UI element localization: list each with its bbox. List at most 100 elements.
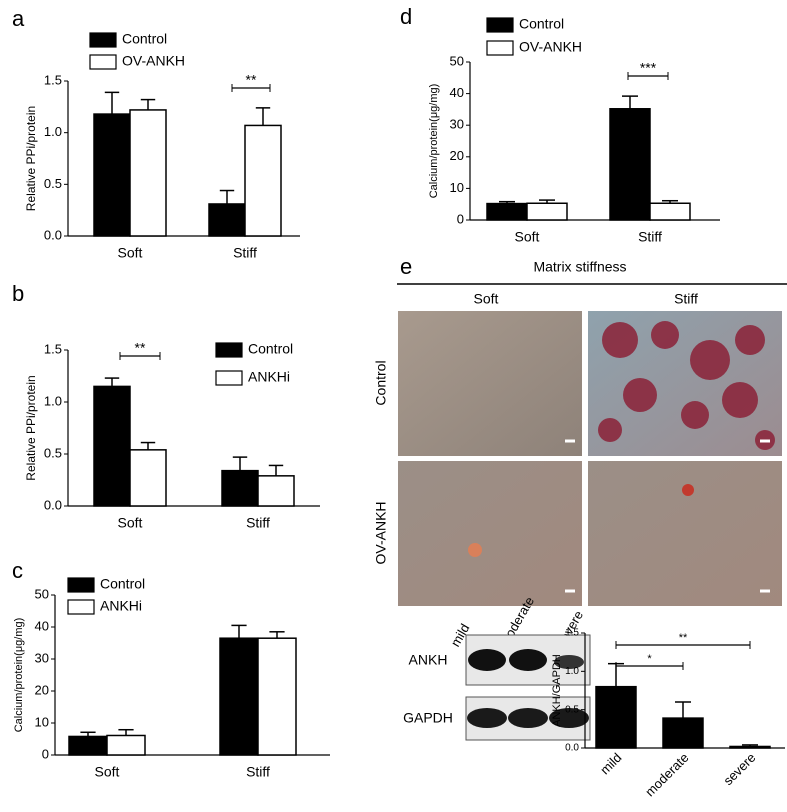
legend-swatch	[486, 40, 514, 56]
bar	[93, 113, 131, 237]
bar	[257, 475, 295, 507]
y-axis-title: Calcium/protein(μg/mg)	[428, 84, 440, 199]
bar	[526, 202, 568, 221]
y-axis-title: Relative PPi/protein	[24, 375, 38, 480]
panel-letter: e	[400, 254, 412, 279]
bar	[221, 469, 259, 507]
y-tick-label: 1.5	[44, 72, 62, 87]
legend-label: Control	[519, 16, 564, 32]
row-label: OV-ANKH	[373, 501, 389, 564]
x-tick-label: Stiff	[233, 245, 257, 261]
column-label: Stiff	[674, 291, 698, 307]
legend-label: Control	[100, 576, 145, 592]
bar	[257, 637, 297, 756]
y-axis-title: ANKH/GAPDH	[551, 654, 563, 727]
x-tick-label: Soft	[515, 229, 540, 245]
stain-spots	[598, 321, 775, 450]
significance-label: ***	[640, 60, 657, 76]
y-tick-label: 20	[450, 148, 464, 163]
legend-label: Control	[248, 341, 293, 357]
bar	[649, 202, 691, 221]
y-tick-label: 0	[42, 746, 49, 761]
panel-letter: d	[400, 4, 412, 29]
bar	[219, 637, 259, 756]
x-tick-label: moderate	[642, 750, 691, 799]
y-tick-label: 1.5	[565, 628, 579, 639]
band	[508, 708, 548, 728]
y-tick-label: 10	[450, 180, 464, 195]
y-tick-label: 0.5	[565, 704, 579, 715]
x-tick-label: severe	[720, 750, 758, 788]
band	[554, 655, 584, 669]
y-tick-label: 0.5	[44, 176, 62, 191]
micrograph	[398, 461, 582, 606]
band	[509, 649, 547, 671]
row-label: Control	[373, 360, 389, 405]
bar	[595, 685, 637, 749]
x-tick-label: Soft	[118, 515, 143, 531]
micrograph	[588, 461, 782, 606]
y-tick-label: 1.5	[44, 341, 62, 356]
legend-swatch	[89, 54, 117, 70]
y-tick-label: 1.0	[44, 393, 62, 408]
y-tick-label: 40	[35, 618, 49, 633]
panel-letter: c	[12, 558, 23, 583]
bar	[729, 745, 771, 749]
bar	[68, 735, 108, 756]
y-tick-label: 0	[457, 211, 464, 226]
band	[467, 708, 507, 728]
bar	[129, 109, 167, 237]
bar	[244, 124, 282, 237]
y-tick-label: 50	[450, 53, 464, 68]
legend-label: ANKHi	[248, 369, 290, 385]
y-tick-label: 0.5	[44, 445, 62, 460]
bar	[609, 108, 651, 221]
legend-swatch	[215, 370, 243, 386]
bar	[662, 717, 704, 749]
panel-letter: b	[12, 281, 24, 306]
band	[468, 649, 506, 671]
y-tick-label: 20	[35, 682, 49, 697]
y-axis-title: Relative PPi/protein	[24, 106, 38, 211]
bar	[486, 202, 528, 221]
y-tick-label: 0.0	[44, 497, 62, 512]
bar	[93, 385, 131, 507]
bar	[106, 734, 146, 756]
legend-swatch	[486, 17, 514, 33]
y-tick-label: 0.0	[565, 743, 579, 754]
y-tick-label: 1.0	[565, 666, 579, 677]
x-tick-label: Stiff	[246, 515, 270, 531]
micrograph-title: Matrix stiffness	[533, 259, 626, 275]
significance-label: **	[679, 632, 688, 644]
x-tick-label: Stiff	[638, 229, 662, 245]
stain-spot	[682, 484, 694, 496]
y-axis-title: Calcium/protein(μg/mg)	[13, 618, 25, 733]
y-tick-label: 1.0	[44, 124, 62, 139]
y-tick-label: 0.0	[44, 227, 62, 242]
y-tick-label: 30	[35, 650, 49, 665]
column-label: Soft	[474, 291, 499, 307]
scale-bars	[565, 439, 770, 593]
legend-swatch	[89, 32, 117, 48]
legend-swatch	[215, 342, 243, 358]
legend-swatch	[67, 577, 95, 593]
stain-spot	[468, 543, 482, 557]
bar	[129, 449, 167, 507]
legend-swatch	[67, 599, 95, 615]
x-tick-label: Soft	[118, 245, 143, 261]
significance-label: **	[246, 72, 257, 88]
significance-label: *	[647, 653, 652, 665]
legend-label: ANKHi	[100, 598, 142, 614]
y-tick-label: 50	[35, 586, 49, 601]
legend-label: Control	[122, 31, 167, 47]
x-tick-label: Stiff	[246, 764, 270, 780]
bar	[208, 203, 246, 237]
significance-label: **	[135, 340, 146, 356]
band	[549, 708, 589, 728]
micrograph	[398, 311, 582, 456]
legend-label: OV-ANKH	[122, 53, 185, 69]
x-tick-label: mild	[597, 750, 624, 777]
blot-row-label: GAPDH	[403, 710, 453, 726]
panel-letter: a	[12, 6, 25, 31]
